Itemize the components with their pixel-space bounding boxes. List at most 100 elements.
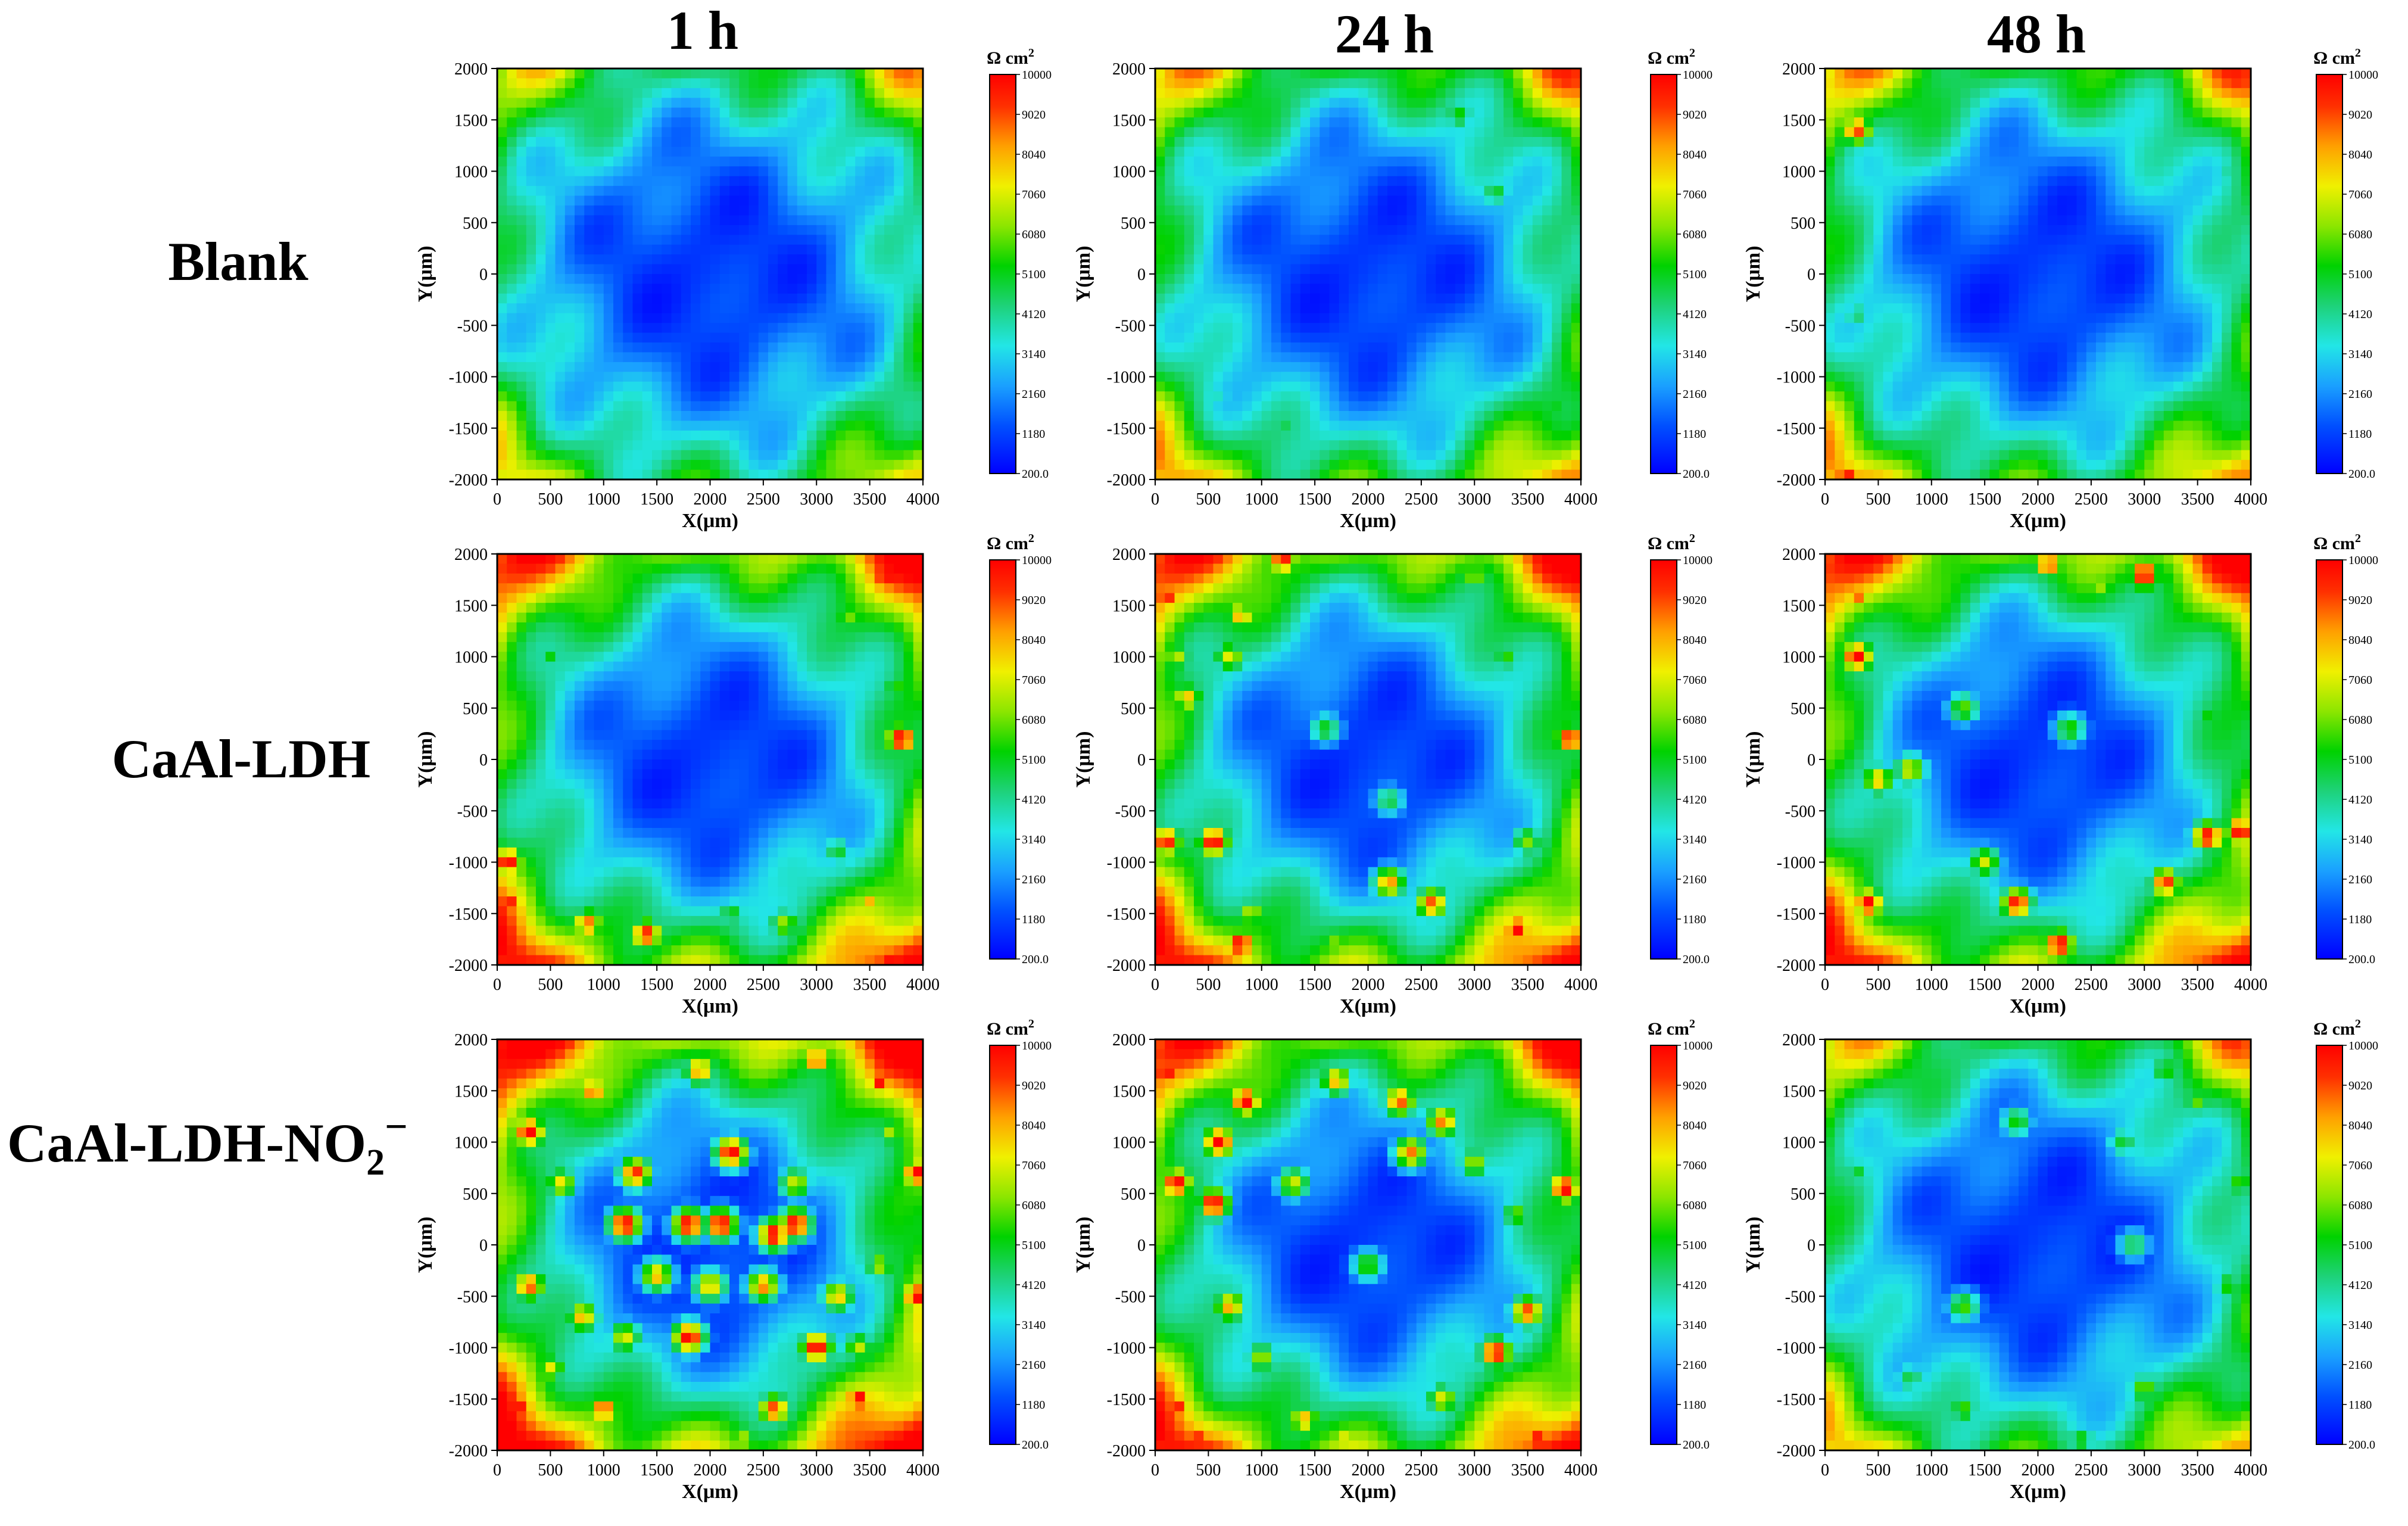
heat-cell <box>1474 215 1485 226</box>
heat-cell <box>1892 450 1903 460</box>
heat-cell <box>1542 381 1553 392</box>
heat-cell <box>1329 137 1340 148</box>
heat-cell <box>1513 284 1524 294</box>
heat-cell <box>1290 293 1301 304</box>
heat-cell <box>1571 313 1582 323</box>
heat-cell <box>1320 421 1330 431</box>
heat-cell <box>1165 440 1175 451</box>
heat-cell <box>1864 401 1874 412</box>
heat-cell <box>1989 284 2000 294</box>
heat-cell <box>748 68 759 79</box>
heat-cell <box>1465 166 1476 177</box>
heat-cell <box>1931 166 1942 177</box>
heat-cell <box>642 98 653 108</box>
heat-cell <box>564 137 575 148</box>
heat-cell <box>642 401 653 412</box>
heat-cell <box>564 225 575 236</box>
heat-cell <box>1980 117 1991 128</box>
heat-cell <box>1523 166 1533 177</box>
heat-cell <box>681 137 691 148</box>
heat-cell <box>584 440 595 451</box>
heat-cell <box>1233 362 1243 373</box>
heat-cell <box>564 421 575 431</box>
heat-cell <box>1542 264 1553 275</box>
heat-cell <box>613 352 624 363</box>
heat-cell <box>1493 235 1504 245</box>
heat-cell <box>603 460 614 471</box>
heat-cell <box>2047 450 2058 460</box>
heat-cell <box>1377 372 1388 382</box>
heat-cell <box>536 137 547 148</box>
heat-cell <box>1941 303 1952 314</box>
heat-cell <box>1892 469 1903 480</box>
heat-cell <box>816 127 827 138</box>
heat-cell <box>1931 264 1942 275</box>
heat-cell <box>2086 78 2097 89</box>
heat-cell <box>700 166 711 177</box>
heat-cell <box>1571 98 1582 108</box>
heat-cell <box>575 147 585 157</box>
heat-cell <box>594 107 604 118</box>
heat-cell <box>748 313 759 323</box>
heat-cell <box>913 323 924 334</box>
heat-cell <box>564 381 575 392</box>
heat-cell <box>1310 68 1321 79</box>
heat-cell <box>894 264 904 275</box>
heat-cell <box>545 469 556 480</box>
heat-cell <box>1358 362 1369 373</box>
heat-cell <box>1864 274 1874 285</box>
heat-cell <box>1339 107 1349 118</box>
heat-cell <box>1513 264 1524 275</box>
heat-cell <box>2067 235 2078 245</box>
heat-cell <box>835 342 846 353</box>
heat-cell <box>2019 78 2029 89</box>
heat-cell <box>1194 78 1205 89</box>
heat-cell <box>1999 215 2010 226</box>
heat-cell <box>1883 88 1894 99</box>
heat-cell <box>691 450 701 460</box>
heat-cell <box>1233 137 1243 148</box>
heat-cell <box>846 450 856 460</box>
heat-cell <box>1484 235 1495 245</box>
heat-cell <box>1999 68 2010 79</box>
heat-cell <box>1951 117 1961 128</box>
heat-cell <box>1339 264 1349 275</box>
y-tick-label: 1000 <box>1112 163 1146 182</box>
heat-cell <box>603 78 614 89</box>
heat-cell <box>1194 313 1205 323</box>
heat-cell <box>2086 293 2097 304</box>
heat-cell <box>1194 450 1205 460</box>
heat-cell <box>1436 469 1446 480</box>
heat-cell <box>1493 244 1504 255</box>
heat-cell <box>1222 117 1233 128</box>
heat-cell <box>1349 147 1359 157</box>
heat-cell <box>855 254 866 265</box>
heat-cell <box>526 352 537 363</box>
heat-cell <box>1358 78 1369 89</box>
heat-cell <box>642 293 653 304</box>
heat-cell <box>1261 147 1272 157</box>
heat-cell <box>1329 293 1340 304</box>
heat-cell <box>1426 215 1437 226</box>
heat-cell <box>1835 460 1845 471</box>
heat-cell <box>1349 469 1359 480</box>
heat-cell <box>642 156 653 167</box>
heat-cell <box>1513 205 1524 216</box>
heat-cell <box>1864 303 1874 314</box>
heat-cell <box>1532 88 1543 99</box>
heat-cell <box>1892 264 1903 275</box>
heat-cell <box>1873 303 1884 314</box>
heat-cell <box>1213 450 1224 460</box>
heat-cell <box>691 284 701 294</box>
heat-cell <box>2019 137 2029 148</box>
heat-cell <box>1561 205 1572 216</box>
heat-cell <box>2067 440 2078 451</box>
heat-cell <box>603 176 614 186</box>
colorbar-tick-label: 6080 <box>1022 228 1046 241</box>
heat-cell <box>1960 254 1971 265</box>
heat-cell <box>1436 244 1446 255</box>
heat-cell <box>1174 332 1185 343</box>
heat-cell <box>1513 430 1524 441</box>
heat-cell <box>1912 450 1923 460</box>
heat-cell <box>642 352 653 363</box>
